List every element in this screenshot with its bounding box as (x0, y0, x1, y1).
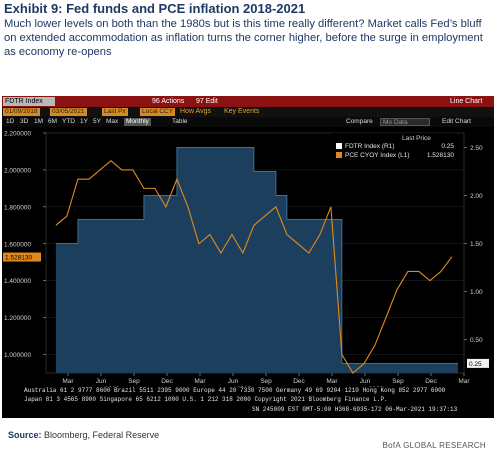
period-max[interactable]: Max (106, 118, 119, 125)
period-1m[interactable]: 1M (34, 118, 44, 125)
period-ytd[interactable]: YTD (62, 118, 75, 125)
legend-swatch (336, 143, 342, 149)
chart-legend: Last Price FDTR Index (R1) 0.25 PCE CYOY In… (332, 133, 458, 165)
right-tick-label: 2.50 (470, 145, 483, 152)
right-tick-label: 1.00 (470, 289, 483, 296)
period-5y[interactable]: 5Y (93, 118, 101, 125)
local-ccy-field[interactable]: Local CCY (140, 108, 176, 116)
bloomberg-terminal: FDTR Index 96 Actions 97 Edit Line Chart… (2, 96, 494, 418)
legend-header: Last Price (402, 135, 431, 142)
period-6m[interactable]: 6M (48, 118, 58, 125)
left-tick-label: 1.200000 (4, 315, 31, 322)
right-tick-label: 0.50 (470, 337, 483, 344)
right-axis: 0.50 1.00 1.50 2.00 2.50 0.25 (464, 145, 489, 368)
x-tick-label: Jun (228, 378, 239, 385)
exhibit-title: Exhibit 9: Fed funds and PCE inflation 2… (4, 1, 306, 16)
footer-line-2: Japan 81 3 4565 8900 Singapore 65 6212 1… (24, 396, 388, 403)
x-tick-label: Sep (260, 378, 272, 385)
x-tick-label: Dec (425, 378, 437, 385)
line-chart: 1.000000 1.200000 1.400000 1.600000 1.800000… (3, 131, 489, 387)
x-tick-label: Mar (458, 378, 470, 385)
period-3d[interactable]: 3D (20, 118, 29, 125)
left-last-label: 1.528130 (5, 255, 32, 262)
series-lines (55, 147, 453, 374)
right-tick-label: 2.00 (470, 193, 483, 200)
legend-box (332, 133, 458, 165)
source-label: Source: (8, 430, 42, 440)
x-tick-label: Mar (62, 378, 74, 385)
start-date-field[interactable]: 01/09/2018 (3, 108, 40, 116)
view-label: Line Chart (450, 98, 483, 105)
period-1d[interactable]: 1D (6, 118, 15, 125)
legend-series-last: 0.25 (441, 143, 454, 150)
last-px-field[interactable]: Last Px (102, 108, 128, 116)
end-date-field[interactable]: 03/05/2021 (50, 108, 87, 116)
legend-swatch (336, 152, 342, 158)
right-last-label: 0.25 (469, 361, 482, 368)
x-tick-label: Jun (96, 378, 107, 385)
terminal-title-bar: FDTR Index 96 Actions 97 Edit Line Chart (2, 96, 494, 107)
footer-line-1: Australia 61 2 9777 8600 Brazil 5511 239… (24, 387, 446, 394)
footer-line-3: SN 245009 EST GMT-5:00 H368-6935-172 06-… (252, 406, 458, 413)
key-events-option[interactable]: Key Events (224, 108, 260, 115)
left-tick-label: 2.000000 (4, 167, 31, 174)
ticker-box[interactable]: FDTR Index (3, 97, 55, 106)
x-tick-label: Dec (161, 378, 173, 385)
x-tick-label: Jun (360, 378, 371, 385)
legend-series-last: 1.528130 (427, 152, 454, 159)
edit-menu[interactable]: 97 Edit (196, 98, 218, 105)
left-last-badge (3, 252, 41, 262)
x-year-label: 2018 (105, 386, 120, 387)
x-tick-label: Mar (194, 378, 206, 385)
right-tick-label: 1.50 (470, 241, 483, 248)
exhibit-subtitle: Much lower levels on both than the 1980s… (4, 18, 483, 58)
x-tick-label: Sep (128, 378, 140, 385)
legend-series-name: PCE CYOY Index (L1) (345, 152, 410, 159)
frequency-select[interactable]: Monthly (124, 118, 151, 126)
source-text: Bloomberg, Federal Reserve (44, 430, 160, 440)
left-axis: 1.000000 1.200000 1.400000 1.600000 1.800000… (3, 131, 46, 359)
x-year-label: 2019 (237, 386, 252, 387)
edit-chart-button[interactable]: Edit Chart (442, 118, 471, 125)
compare-input[interactable]: Mo Data (380, 118, 430, 126)
right-last-badge (467, 358, 489, 368)
terminal-date-bar: 01/09/2018 03/05/2021 Last Px Local CCY … (2, 107, 494, 117)
left-tick-label: 1.800000 (4, 204, 31, 211)
table-button[interactable]: Table (172, 118, 188, 125)
compare-label: Compare (346, 118, 373, 125)
left-tick-label: 1.000000 (4, 352, 31, 359)
x-axis: Mar Jun Sep Dec Mar Jun Sep Dec Mar Jun Sep Dec Mar 2… (62, 373, 470, 387)
legend-series-name: FDTR Index (R1) (345, 143, 394, 150)
fdtr-area-fill (55, 147, 459, 373)
x-tick-label: Sep (392, 378, 404, 385)
left-tick-label: 1.400000 (4, 278, 31, 285)
x-year-label: 2020 (369, 386, 384, 387)
how-avgs-option[interactable]: How Avgs (180, 108, 211, 115)
actions-menu[interactable]: 96 Actions (152, 98, 185, 105)
terminal-period-bar: 1D 3D 1M 6M YTD 1Y 5Y Max Monthly Table … (2, 117, 494, 127)
x-tick-label: Mar (326, 378, 338, 385)
left-tick-label: 2.200000 (4, 131, 31, 138)
bofa-brand: BofA GLOBAL RESEARCH (382, 441, 486, 450)
x-tick-label: Dec (293, 378, 305, 385)
terminal-footer: Australia 61 2 9777 8600 Brazil 5511 239… (2, 387, 494, 418)
period-1y[interactable]: 1Y (80, 118, 88, 125)
left-tick-label: 1.600000 (4, 241, 31, 248)
source-note: Source: Bloomberg, Federal Reserve (8, 430, 159, 440)
